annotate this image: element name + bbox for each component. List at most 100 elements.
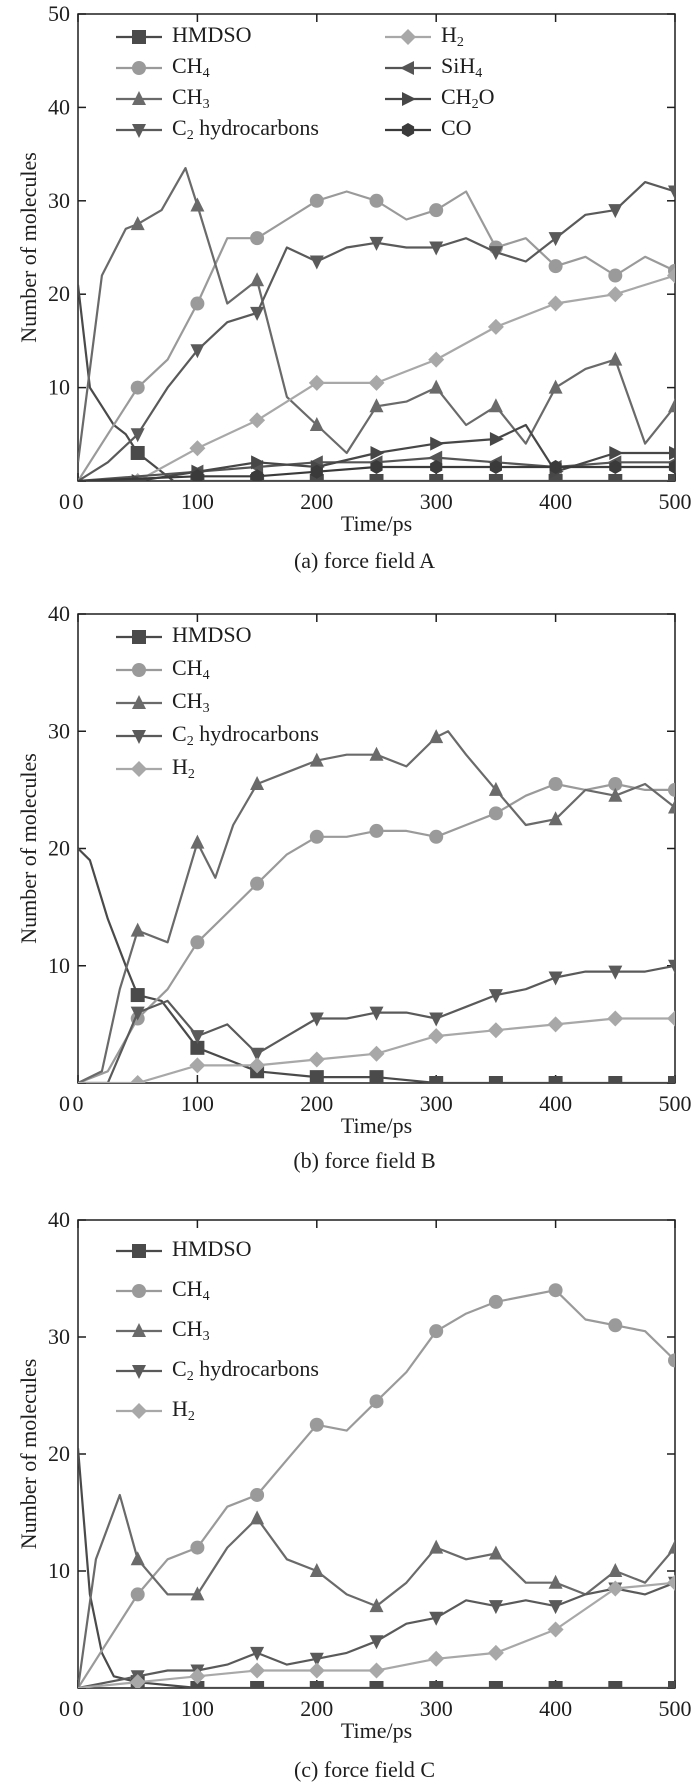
- data-point: [429, 379, 444, 394]
- legend-marker: [400, 61, 414, 75]
- data-point: [488, 1545, 503, 1560]
- legend-item: CH3: [116, 688, 210, 716]
- data-point: [488, 1294, 503, 1309]
- data-point: [130, 216, 145, 231]
- x-tick-label: 0: [73, 1696, 84, 1721]
- series-line: [78, 1448, 675, 1688]
- data-point: [668, 1539, 675, 1554]
- x-tick-label: 0: [73, 1091, 84, 1116]
- series-line: [78, 465, 675, 481]
- y-tick-label: 30: [48, 188, 70, 213]
- legend-item: H2: [116, 1396, 195, 1424]
- legend-label: CH3: [172, 688, 210, 716]
- data-point: [369, 1635, 384, 1650]
- legend-item: SiH4: [385, 53, 482, 81]
- data-point: [668, 474, 675, 481]
- data-point: [191, 469, 204, 481]
- data-point: [488, 989, 503, 1004]
- data-point: [428, 450, 443, 465]
- legend-item: C2 hydrocarbons: [116, 115, 319, 143]
- series-5: [78, 1010, 675, 1083]
- y-axis-label: Number of molecules: [16, 1359, 41, 1550]
- data-point: [489, 460, 502, 474]
- series-2: [78, 777, 675, 1083]
- data-point: [129, 1674, 146, 1688]
- data-point: [488, 781, 503, 796]
- data-point: [548, 1600, 563, 1615]
- legend-item: H2: [116, 754, 195, 782]
- series-1: [78, 1448, 675, 1688]
- legend-label: H2: [172, 1396, 195, 1424]
- legend-item: CH4: [116, 53, 210, 81]
- legend-label: CH4: [172, 53, 210, 81]
- data-point: [368, 1662, 385, 1679]
- series-4: [78, 181, 675, 481]
- data-point: [668, 1076, 675, 1083]
- legend-label: H2: [172, 754, 195, 782]
- series-4: [78, 1576, 675, 1688]
- data-point: [488, 398, 503, 413]
- data-point: [609, 445, 624, 460]
- data-point: [548, 1574, 563, 1589]
- y-tick-label: 40: [48, 1207, 70, 1232]
- x-tick-label: 400: [539, 489, 572, 514]
- data-point: [487, 1644, 504, 1661]
- data-point: [250, 231, 265, 246]
- legend-label: H2: [441, 22, 464, 50]
- data-point: [190, 197, 205, 212]
- legend-marker: [401, 123, 415, 137]
- data-point: [130, 1006, 145, 1021]
- legend-marker: [132, 730, 146, 744]
- legend-item: HMDSO: [116, 22, 251, 47]
- data-point: [129, 1075, 146, 1083]
- data-point: [608, 1318, 623, 1333]
- legend-label: CH2O: [441, 84, 494, 112]
- legend-marker: [132, 1244, 146, 1258]
- data-point: [487, 318, 504, 335]
- y-tick-label: 20: [48, 836, 70, 861]
- data-point: [428, 1650, 445, 1667]
- legend-item: C2 hydrocarbons: [116, 721, 319, 749]
- series-1: [78, 847, 675, 1083]
- data-point: [370, 460, 383, 474]
- data-point: [369, 398, 384, 413]
- data-point: [668, 1353, 675, 1368]
- series-line: [78, 167, 675, 463]
- legend-marker: [400, 29, 416, 45]
- data-point: [548, 232, 563, 247]
- data-point: [190, 1540, 205, 1555]
- data-point: [369, 746, 384, 761]
- series-2: [78, 190, 675, 481]
- data-point: [429, 1611, 444, 1626]
- data-point: [309, 1563, 324, 1577]
- legend-marker: [132, 124, 146, 138]
- data-point: [369, 193, 384, 208]
- data-point: [608, 787, 623, 802]
- data-point: [250, 306, 265, 321]
- data-point: [489, 431, 504, 446]
- data-point: [309, 193, 324, 208]
- x-tick-label: 400: [539, 1696, 572, 1721]
- data-point: [487, 1022, 504, 1039]
- data-point: [369, 1681, 384, 1688]
- data-point: [548, 777, 563, 792]
- data-point: [548, 379, 563, 394]
- data-point: [667, 267, 675, 284]
- data-point: [429, 241, 444, 256]
- series-3: [78, 167, 675, 463]
- x-tick-label: 200: [300, 1091, 333, 1116]
- data-point: [429, 474, 444, 481]
- x-tick-label: 300: [420, 1091, 453, 1116]
- legend: HMDSO CH4 CH3 C2 hydrocarbons H2 SiH4 CH2O CO: [116, 22, 494, 143]
- data-point: [308, 374, 325, 391]
- legend-item: CH4: [116, 655, 210, 683]
- data-point: [190, 834, 205, 849]
- data-point: [430, 436, 445, 451]
- data-point: [130, 1587, 145, 1602]
- y-axis-label: Number of molecules: [16, 753, 41, 944]
- x-tick-label: 500: [659, 1696, 692, 1721]
- x-axis-label: Time/ps: [341, 511, 412, 536]
- y-axis-label: Number of molecules: [16, 152, 41, 343]
- data-point: [190, 1681, 205, 1688]
